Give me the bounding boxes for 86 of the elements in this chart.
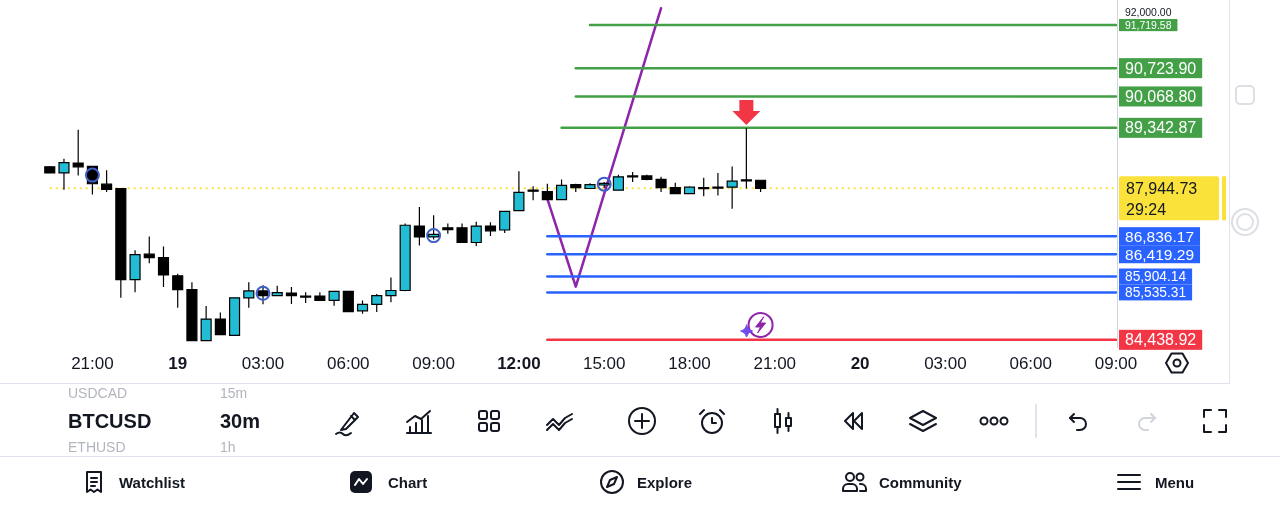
candlestick (726, 165, 738, 210)
text: Community (879, 473, 963, 491)
text: Watchlist (119, 473, 186, 491)
candlestick (513, 170, 525, 212)
text: 1h (220, 439, 236, 455)
text: BTCUSD (68, 410, 152, 432)
text: Menu (1155, 473, 1195, 491)
candlestick (655, 176, 667, 193)
text: Explore (637, 473, 693, 491)
candlestick (413, 206, 425, 247)
candlestick (72, 129, 84, 177)
x-tick-label: 03:00 (924, 353, 967, 373)
y-tick-label: 84,438.92 (1125, 331, 1197, 349)
text: Chart (388, 473, 428, 491)
candlestick (484, 221, 497, 237)
x-tick-label: 20 (850, 353, 870, 373)
candlestick (172, 273, 184, 309)
candlestick (200, 305, 212, 342)
candlestick (683, 185, 696, 195)
x-tick-label: 06:00 (1009, 353, 1052, 373)
candlestick (285, 286, 298, 305)
candlestick (229, 296, 241, 337)
candlestick (541, 183, 553, 201)
candlestick (584, 182, 596, 190)
x-tick-label: 15:00 (582, 353, 626, 373)
candlestick (356, 299, 369, 315)
y-tick-label: 86,836.17 (1125, 227, 1195, 245)
candlestick (712, 172, 724, 196)
candlestick (115, 187, 127, 299)
candlestick (371, 293, 383, 313)
candlestick (157, 245, 170, 288)
line-series (546, 6, 663, 288)
x-tick-label: 19 (168, 353, 188, 373)
candlestick (555, 178, 568, 201)
text: ETHUSD (68, 439, 126, 455)
candlestick (499, 210, 511, 234)
text: 15m (220, 385, 248, 401)
candlestick (698, 177, 710, 197)
candlestick (641, 174, 653, 181)
y-tick-label: 90,068.80 (1125, 87, 1197, 105)
candlestick (143, 235, 155, 264)
candlestick (740, 127, 752, 190)
candlestick (612, 174, 624, 192)
text: 30m (220, 410, 261, 432)
candlestick (129, 249, 141, 293)
candlestick (257, 284, 269, 305)
y-tick-label: 89,342.87 (1125, 119, 1197, 137)
y-tick-label: 90,723.90 (1125, 59, 1197, 77)
ref-line-label: 87,944.73 (1126, 179, 1198, 197)
x-tick-label: 12:00 (497, 353, 541, 373)
candlestick (470, 221, 482, 247)
candlestick (399, 222, 411, 292)
y-tick-label: 92,000.00 (1125, 7, 1172, 19)
candlestick (570, 183, 582, 193)
candlestick (271, 285, 283, 297)
candlestick (243, 281, 255, 309)
x-tick-label: 21:00 (71, 353, 114, 373)
candlestick (527, 185, 539, 201)
y-tick-label: 91,719.58 (1125, 19, 1172, 31)
candlestick (342, 290, 354, 313)
candlestick (328, 290, 340, 307)
x-tick-label: 18:00 (668, 353, 711, 373)
candlestick (627, 171, 639, 183)
candlestick (456, 222, 468, 244)
candlestick (428, 214, 440, 241)
candlestick (101, 169, 113, 193)
candlestick (314, 291, 326, 302)
y-tick-label: 85,535.31 (1125, 284, 1187, 300)
x-tick-label: 09:00 (1094, 353, 1138, 373)
y-tick-label: 85,904.14 (1125, 268, 1187, 284)
x-tick-label: 09:00 (412, 353, 455, 373)
candlestick (186, 281, 198, 342)
text: 29:24 (1126, 200, 1167, 218)
text: USDCAD (68, 385, 128, 401)
x-tick-label: 06:00 (327, 353, 370, 373)
candlestick (755, 179, 767, 193)
x-tick-label: 21:00 (753, 353, 797, 373)
candlestick (669, 182, 681, 195)
x-tick-label: 03:00 (241, 353, 285, 373)
candlestick (385, 276, 397, 303)
candlestick (44, 165, 56, 174)
candlestick (300, 291, 312, 304)
candlestick (442, 222, 454, 235)
candlestick (214, 311, 226, 336)
candlestick (58, 158, 70, 191)
y-tick-label: 86,419.29 (1125, 245, 1195, 263)
